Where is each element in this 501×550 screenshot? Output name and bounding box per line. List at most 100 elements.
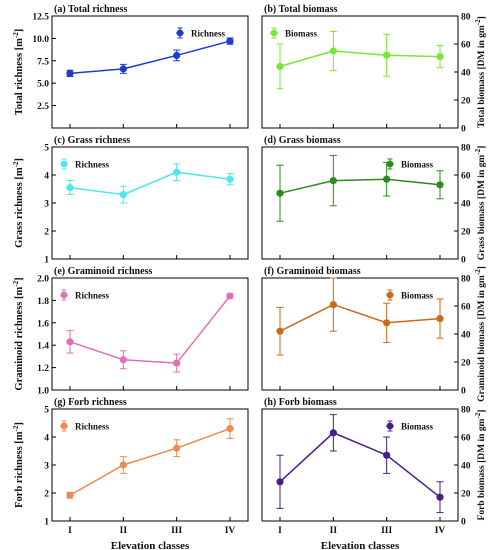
plot-frame <box>51 277 249 391</box>
panel-title: (c) Grass richness <box>54 135 130 146</box>
legend-label: Richness <box>75 160 110 170</box>
y-tick-label: 2 <box>44 490 49 500</box>
panel-title: (e) Graminoid richness <box>54 266 152 277</box>
y-tick-label: 5 <box>44 406 49 416</box>
y-axis-label: Total richness [m-2] <box>12 29 25 116</box>
y-tick-label: 80 <box>461 144 471 154</box>
x-tick-label: III <box>171 526 182 536</box>
legend-marker <box>270 29 278 37</box>
legend-label: Biomass <box>401 422 434 432</box>
data-point <box>436 181 444 189</box>
series-line <box>69 427 231 496</box>
data-point <box>276 327 284 335</box>
data-point <box>66 184 74 192</box>
y-tick-label: 4 <box>44 434 49 444</box>
y-tick-label: 20 <box>461 97 471 107</box>
y-tick-label: 80 <box>461 13 471 23</box>
legend-marker <box>60 422 68 430</box>
y-tick-label: 1.8 <box>37 297 49 307</box>
y-tick-label: 20 <box>461 228 471 238</box>
y-tick-label: 60 <box>461 434 471 444</box>
y-tick-label: 10.0 <box>32 35 49 45</box>
data-point <box>66 69 74 77</box>
data-point <box>383 175 391 183</box>
series-line <box>69 171 231 196</box>
y-tick-label: 7.5 <box>37 57 49 67</box>
data-point <box>436 53 444 61</box>
data-point <box>329 429 337 437</box>
data-point <box>329 177 337 185</box>
data-point <box>173 51 181 60</box>
panel-title: (a) Total richness <box>54 4 127 15</box>
data-point <box>119 191 127 199</box>
series-line <box>69 295 231 364</box>
x-tick-label: I <box>68 526 72 536</box>
y-axis-label: Grass richness [m-2] <box>12 158 25 248</box>
legend-marker <box>386 160 394 168</box>
panel-title: (d) Grass biomass <box>264 135 341 146</box>
plot-frame <box>51 15 249 129</box>
y-tick-label: 0 <box>461 125 466 135</box>
y-tick-label: 1 <box>44 256 49 266</box>
y-tick-label: 1.2 <box>37 364 49 374</box>
data-point <box>276 189 284 197</box>
x-tick-label: IV <box>225 526 236 536</box>
y-tick-label: 40 <box>461 69 471 79</box>
legend-label: Biomass <box>285 29 318 39</box>
y-axis-label: Grass biomass [DM in gm-2] <box>474 146 487 261</box>
y-tick-label: 80 <box>461 275 471 285</box>
x-tick-label: II <box>120 526 128 536</box>
legend-label: Richness <box>191 29 226 39</box>
y-axis-label: Graminoid richness [m-2] <box>12 277 25 390</box>
y-tick-label: 0 <box>461 518 466 528</box>
y-tick-label: 2.0 <box>37 275 49 285</box>
y-tick-label: 1.6 <box>37 319 49 329</box>
legend-marker <box>386 291 394 299</box>
legend-marker <box>60 291 68 299</box>
y-tick-label: 1.4 <box>37 342 49 352</box>
y-tick-label: 20 <box>461 490 471 500</box>
y-tick-label: 3 <box>44 200 49 210</box>
chart-panel-f: (f) Graminoid biomass 0 20 40 60 80 Graminoid … <box>261 266 487 402</box>
y-tick-label: 60 <box>461 41 471 51</box>
data-point <box>226 292 234 300</box>
data-point <box>329 301 337 309</box>
y-tick-label: 12.5 <box>32 13 49 23</box>
data-point <box>66 491 74 499</box>
data-point <box>329 47 337 55</box>
data-point <box>383 451 391 459</box>
legend-label: Richness <box>75 291 110 301</box>
data-point <box>226 175 234 183</box>
y-tick-label: 0 <box>461 387 466 397</box>
x-axis-label: Elevation classes <box>111 540 190 550</box>
series-line <box>279 178 441 194</box>
data-point <box>119 461 127 469</box>
series-line <box>279 50 441 68</box>
data-point <box>276 478 284 486</box>
x-axis-label: Elevation classes <box>321 540 400 550</box>
legend-marker <box>176 29 184 37</box>
data-point <box>436 315 444 323</box>
legend-label: Richness <box>75 422 110 432</box>
x-tick-label: I <box>278 526 282 536</box>
data-point <box>173 359 181 367</box>
data-point <box>66 338 74 346</box>
y-tick-label: 1 <box>44 518 49 528</box>
legend-marker <box>386 422 394 430</box>
data-point <box>276 62 284 70</box>
y-axis-label: Forb richness [m-2] <box>12 422 25 508</box>
x-tick-label: II <box>330 526 338 536</box>
legend-label: Biomass <box>401 160 434 170</box>
y-tick-label: 60 <box>461 303 471 313</box>
x-tick-label: IV <box>435 526 446 536</box>
y-axis-label: Forb biomass [DM in gm-2] <box>474 410 487 521</box>
series-line <box>279 431 441 498</box>
data-point <box>173 444 181 452</box>
y-tick-label: 40 <box>461 462 471 472</box>
y-tick-label: 40 <box>461 331 471 341</box>
